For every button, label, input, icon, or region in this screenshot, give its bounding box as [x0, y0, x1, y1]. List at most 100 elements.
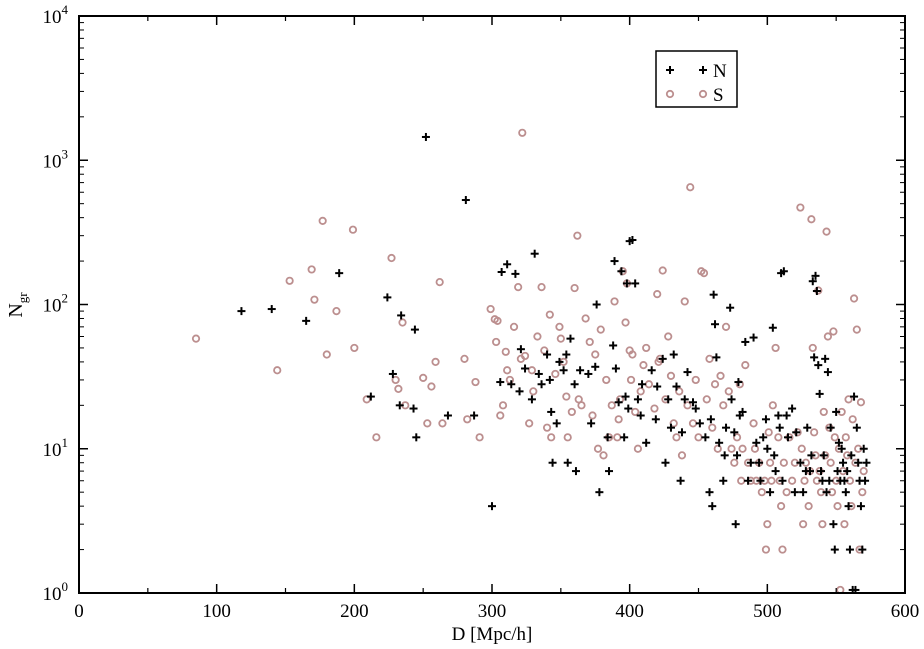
data-point-N [503, 260, 512, 269]
data-point-N [817, 467, 826, 476]
data-point-N [395, 401, 404, 410]
x-tick-label: 400 [615, 601, 644, 622]
data-point-S [691, 375, 700, 385]
data-point-S [529, 387, 538, 396]
data-point-N [680, 395, 689, 404]
data-point-S [573, 231, 582, 240]
data-point-N [796, 458, 805, 467]
data-point-N [709, 290, 718, 299]
data-point-N [388, 369, 397, 378]
data-point-N [766, 488, 775, 497]
data-point-S [350, 343, 359, 353]
data-point-S [591, 350, 600, 359]
data-point-S [800, 476, 809, 485]
data-point-S [683, 401, 692, 410]
data-point-S [782, 488, 791, 497]
data-point-S [666, 371, 676, 380]
y-tick-label-base: 10 [43, 440, 62, 461]
data-point-N [642, 438, 651, 447]
data-point-N [722, 423, 731, 432]
data-point-N [811, 271, 820, 280]
data-point-S [771, 343, 780, 353]
data-point-S [527, 366, 537, 375]
data-point-S [475, 433, 484, 442]
data-point-N [688, 398, 697, 407]
data-point-S [710, 380, 720, 389]
data-point-S [423, 419, 432, 428]
data-point-S [551, 369, 560, 379]
data-point-N [647, 366, 656, 375]
data-point-S [844, 395, 853, 404]
data-point-S [372, 433, 381, 442]
data-point-S [808, 343, 817, 353]
data-point-S [631, 407, 640, 417]
y-tick-label-base: 10 [43, 584, 62, 605]
data-point-S [555, 322, 564, 331]
data-point-N [755, 458, 764, 467]
data-point-S [822, 227, 831, 236]
y-axis-label: Ngr [5, 292, 30, 318]
data-point-N [570, 380, 579, 389]
data-point-N [806, 467, 815, 476]
data-point-N [237, 307, 246, 316]
data-point-S [713, 444, 722, 453]
data-point-N [530, 249, 539, 258]
data-point-S [642, 343, 651, 353]
data-point-N [624, 404, 633, 413]
data-point-S [669, 419, 678, 428]
data-point-S [628, 350, 637, 359]
legend: NS [655, 50, 738, 108]
data-point-N [792, 428, 801, 437]
data-point-N [826, 423, 835, 432]
data-point-N [622, 279, 631, 288]
data-point-N [782, 411, 791, 420]
data-point-N [744, 476, 753, 485]
data-point-N [810, 353, 819, 362]
data-point-N [850, 392, 859, 401]
data-point-S [719, 401, 728, 410]
data-point-N [614, 398, 623, 407]
data-point-N [761, 415, 770, 424]
data-point-N [749, 333, 758, 342]
data-point-S [501, 347, 510, 356]
data-point-N [410, 325, 419, 334]
data-point-N [711, 320, 720, 329]
data-point-N [605, 467, 614, 476]
data-point-N [862, 458, 871, 467]
data-point-S [431, 357, 440, 367]
data-point-N [383, 293, 392, 302]
data-point-S [460, 354, 469, 363]
data-point-S [533, 332, 542, 341]
data-point-N [412, 433, 421, 442]
data-point-N [746, 458, 755, 467]
legend-marker-S [665, 89, 675, 99]
y-tick-label: 100 [43, 579, 69, 605]
data-point-N [829, 520, 838, 529]
data-point-N [854, 458, 863, 467]
y-tick-label-base: 10 [43, 7, 62, 28]
axis-ticks [78, 15, 906, 594]
data-point-N [661, 458, 670, 467]
y-axis-label-sub: gr [15, 292, 30, 304]
y-tick-label-base: 10 [43, 296, 62, 317]
y-tick-label: 101 [43, 435, 69, 461]
data-point-S [585, 337, 594, 347]
data-point-S [556, 334, 565, 343]
data-point-S [593, 444, 603, 453]
data-point-N [819, 451, 828, 460]
data-point-N [847, 451, 856, 460]
data-point-S [542, 423, 552, 432]
data-point-N [677, 428, 686, 437]
data-point-S [721, 322, 731, 331]
data-point-N [839, 458, 848, 467]
data-point-N [584, 369, 593, 378]
data-point-S [705, 354, 714, 363]
data-point-N [651, 415, 660, 424]
data-point-N [818, 476, 827, 485]
data-point-N [774, 411, 783, 420]
data-point-N [708, 502, 717, 511]
legend-items: NS [665, 61, 727, 106]
data-point-N [672, 382, 681, 391]
data-point-N [779, 267, 788, 276]
